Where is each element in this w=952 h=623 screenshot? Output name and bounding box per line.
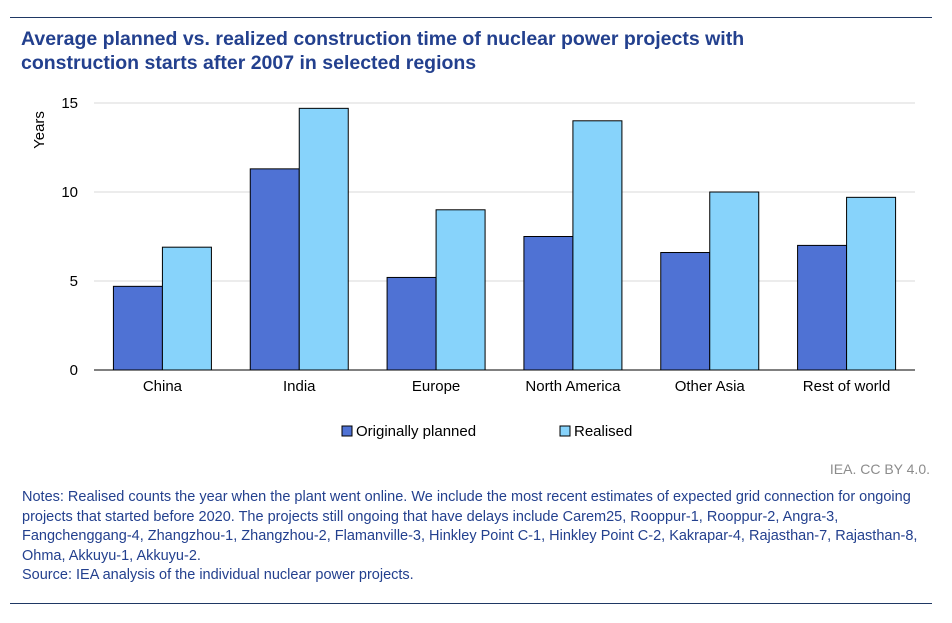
bar-realised: [709, 191, 760, 371]
top-rule: [10, 17, 932, 18]
bar-planned: [386, 276, 437, 371]
bar-realised: [435, 209, 486, 371]
bar-realised: [298, 107, 349, 371]
notes-block: Notes: Realised counts the year when the…: [22, 488, 927, 586]
x-tick-label: India: [283, 378, 316, 395]
bar-planned: [660, 252, 711, 371]
bar-realised: [846, 196, 897, 371]
bar-planned: [523, 236, 574, 371]
legend-swatch-planned: [341, 425, 353, 437]
bar-planned: [249, 168, 300, 371]
x-tick-label: North America: [525, 378, 621, 395]
source-text: Source: IEA analysis of the individual n…: [22, 567, 414, 583]
y-tick-label: 5: [70, 273, 78, 290]
y-tick-label: 15: [61, 95, 78, 112]
x-tick-label: China: [143, 378, 183, 395]
x-tick-label: Rest of world: [803, 378, 891, 395]
chart-title: Average planned vs. realized constructio…: [21, 27, 901, 75]
bar-chart: 0 5 10 15 Years China India Europe North America…: [31, 95, 915, 440]
legend-label-planned: Originally planned: [356, 423, 476, 440]
chart-title-line-1: Average planned vs. realized constructio…: [21, 28, 745, 50]
x-tick-label: Other Asia: [675, 378, 746, 395]
x-tick-label: Europe: [412, 378, 460, 395]
bar-realised: [161, 246, 212, 371]
y-tick-label: 10: [61, 184, 78, 201]
credit-text: IEA. CC BY 4.0.: [829, 461, 930, 477]
bar-planned: [797, 244, 848, 371]
notes-text: Notes: Realised counts the year when the…: [22, 489, 918, 564]
y-tick-label: 0: [70, 362, 78, 379]
bar-planned: [112, 285, 163, 371]
legend-swatch-realised: [559, 425, 571, 437]
bar-realised: [572, 120, 623, 371]
chart-title-line-2: construction starts after 2007 in select…: [21, 52, 477, 74]
y-axis-label: Years: [31, 111, 48, 149]
legend-label-realised: Realised: [574, 423, 632, 440]
bottom-rule: [10, 603, 932, 604]
